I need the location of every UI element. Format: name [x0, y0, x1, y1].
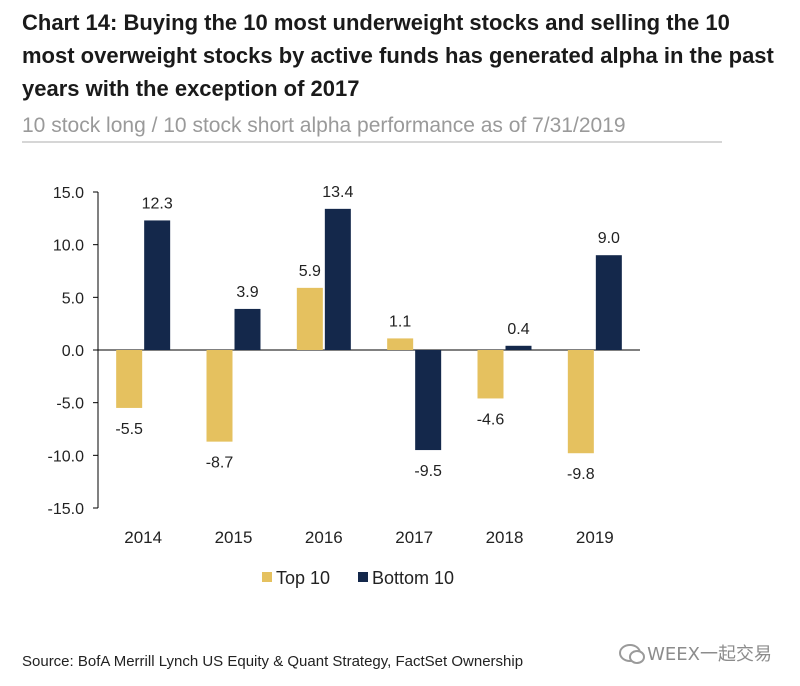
y-tick-label: -10.0 [48, 448, 85, 465]
bar-top10 [567, 350, 594, 454]
watermark: WEEX一起交易 [619, 640, 772, 666]
bar-top10 [477, 350, 504, 399]
data-label: 13.4 [322, 184, 353, 201]
y-tick-label: 0.0 [62, 343, 84, 360]
legend-swatch [358, 572, 368, 582]
source-note: Source: BofA Merrill Lynch US Equity & Q… [22, 653, 524, 670]
data-label: -9.5 [414, 463, 442, 480]
data-label: 0.4 [507, 321, 529, 338]
bar-top10 [296, 287, 323, 350]
y-tick-label: -5.0 [56, 396, 84, 413]
legend-swatch [262, 572, 272, 582]
legend-label: Bottom 10 [372, 568, 454, 588]
bar-bottom10 [595, 255, 622, 350]
title-divider [22, 141, 722, 143]
x-tick-label: 2016 [305, 528, 343, 547]
x-tick-label: 2014 [124, 528, 162, 547]
data-label: -5.5 [115, 421, 143, 438]
bar-bottom10 [415, 350, 442, 451]
bar-top10 [387, 338, 414, 350]
bar-bottom10 [505, 345, 532, 350]
data-label: -8.7 [206, 455, 234, 472]
x-tick-label: 2018 [486, 528, 524, 547]
y-tick-label: 15.0 [53, 185, 84, 202]
y-tick-label: 5.0 [62, 290, 84, 307]
y-tick-label: -15.0 [48, 501, 85, 518]
watermark-text: WEEX一起交易 [647, 644, 772, 665]
data-label: 9.0 [598, 230, 620, 247]
bar-top10 [116, 350, 143, 408]
x-tick-label: 2017 [395, 528, 433, 547]
chart-title: Chart 14: Buying the 10 most underweight… [22, 10, 774, 101]
data-label: 5.9 [299, 263, 321, 280]
data-label: -9.8 [567, 466, 595, 483]
bar-bottom10 [234, 308, 261, 350]
y-tick-label: 10.0 [53, 238, 84, 255]
x-tick-label: 2019 [576, 528, 614, 547]
bar-bottom10 [144, 220, 171, 350]
chart-subtitle: 10 stock long / 10 stock short alpha per… [22, 114, 626, 137]
wechat-icon [619, 644, 646, 664]
data-label: 12.3 [142, 195, 173, 212]
x-tick-label: 2015 [215, 528, 253, 547]
data-label: 3.9 [236, 284, 258, 301]
data-label: 1.1 [389, 313, 411, 330]
legend-label: Top 10 [276, 568, 330, 588]
bar-bottom10 [324, 208, 351, 350]
bar-top10 [206, 350, 233, 442]
data-label: -4.6 [477, 411, 505, 428]
